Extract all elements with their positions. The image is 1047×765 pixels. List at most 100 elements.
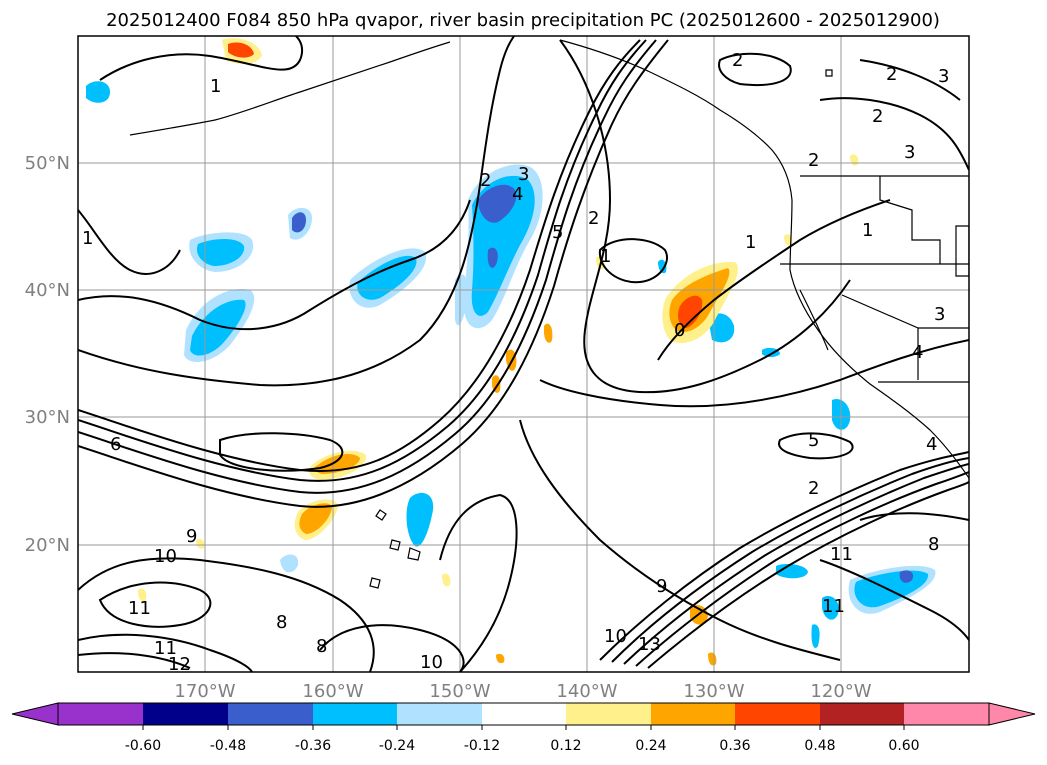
colorbar-tick-label: 0.24 (635, 738, 666, 754)
contour-label: 2 (872, 106, 883, 127)
colorbar-tick-label: -0.36 (295, 738, 331, 754)
contour-label: 0 (674, 320, 685, 341)
contour-label: 8 (928, 534, 939, 555)
lon-label-150w: 150°W (429, 681, 490, 702)
colorbar-tick-label: -0.12 (464, 738, 500, 754)
contour-label: 11 (128, 598, 151, 619)
lat-label-30n: 30°N (25, 407, 70, 428)
colorbar: -0.60 -0.48 -0.36 -0.24 -0.12 0.12 0.24 … (11, 702, 1036, 754)
contour-label: 1 (745, 232, 756, 253)
shade-orange-w14 (138, 588, 147, 602)
colorbar-frame (57, 702, 990, 726)
contour-label: 8 (316, 636, 327, 657)
contour-label: 3 (938, 66, 949, 87)
contour-label: 5 (552, 222, 563, 243)
colorbar-ticks (142, 725, 905, 730)
contour-label: 3 (934, 304, 945, 325)
shade-red-e2 (228, 42, 254, 58)
colorbar-tick-label: -0.60 (125, 738, 161, 754)
shade-blue-e6 (811, 624, 820, 648)
map-frame (77, 35, 970, 673)
lon-label-160w: 160°W (302, 681, 363, 702)
shade-blue-e5 (822, 595, 839, 620)
colorbar-tick-label: -0.24 (379, 738, 415, 754)
shade-blue-w6 (406, 492, 434, 547)
colorbar-bin (735, 703, 820, 725)
contour-label: 2 (886, 64, 897, 85)
contour-label: 13 (638, 634, 661, 655)
contour-label: 10 (604, 626, 627, 647)
colorbar-bin (482, 703, 566, 725)
contour-label: 12 (168, 654, 191, 675)
qvapor-contours (78, 36, 969, 672)
contour-label: 11 (822, 596, 845, 617)
contour-label: 11 (830, 544, 853, 565)
colorbar-bin (58, 703, 143, 725)
contour-label: 9 (656, 576, 667, 597)
colorbar-tick-label: -0.48 (210, 738, 246, 754)
contour-label: 1 (600, 246, 611, 267)
shade-blue-e8 (658, 259, 667, 274)
shade-orange-w9 (496, 653, 505, 664)
map-background (78, 36, 969, 672)
shade-red-e1 (678, 295, 703, 328)
colorbar-over-arrow (988, 702, 1036, 726)
map-area: 1 2 2 3 4 5 2 1 1 2 2 2 3 3 1 1 0 4 3 5 (77, 35, 970, 675)
contour-label: 2 (808, 478, 819, 499)
contour-label: 2 (808, 150, 819, 171)
colorbar-bin (313, 703, 397, 725)
contour-label: 1 (82, 228, 93, 249)
lon-label-140w: 140°W (556, 681, 617, 702)
shade-orange-w2b (299, 503, 332, 534)
colorbar-bin (228, 703, 313, 725)
coastlines (129, 39, 969, 589)
colorbar-bin (566, 703, 651, 725)
shade-orange-w13 (442, 573, 451, 587)
shade-blue-w5 (86, 81, 110, 103)
lat-label-20n: 20°N (25, 535, 70, 556)
shade-blue-dark-2 (487, 247, 498, 268)
contour-label: 3 (518, 164, 529, 185)
lat-label-40n: 40°N (25, 280, 70, 301)
shade-orange-w5 (544, 323, 553, 343)
lon-label-170w: 170°W (174, 681, 235, 702)
contour-label: 1 (862, 220, 873, 241)
lon-label-130w: 130°W (683, 681, 744, 702)
colorbar-tick-label: 0.12 (550, 738, 581, 754)
shade-blue-w2b (190, 299, 246, 356)
contour-label: 10 (420, 652, 443, 673)
shade-blue-e3c (899, 570, 914, 583)
contour-label: 1 (210, 76, 221, 97)
contour-label: 5 (808, 430, 819, 451)
colorbar-bin (904, 703, 989, 725)
map-title: 2025012400 F084 850 hPa qvapor, river ba… (106, 10, 940, 31)
colorbar-bin (397, 703, 482, 725)
longitude-labels: 170°W 160°W 150°W 140°W 130°W 120°W (174, 681, 871, 702)
shade-orange-w12 (196, 538, 205, 549)
shade-blue-w4b (292, 212, 306, 233)
contour-label: 9 (186, 526, 197, 547)
colorbar-tick-label: 0.36 (719, 738, 750, 754)
contour-label: 4 (912, 342, 923, 363)
shade-blue-w8 (455, 274, 469, 326)
latitude-labels: 50°N 40°N 30°N 20°N (25, 153, 70, 556)
colorbar-tick-label: 0.60 (888, 738, 919, 754)
shade-orange-w1b (314, 454, 360, 474)
contour-label: 2 (480, 170, 491, 191)
contour-label: 2 (732, 50, 743, 71)
lon-label-120w: 120°W (810, 681, 871, 702)
contour-label: 10 (154, 546, 177, 567)
contour-label: 11 (154, 638, 177, 659)
shade-blue-w7 (280, 554, 299, 573)
contour-label: 4 (926, 434, 937, 455)
shade-blue-w1b (196, 239, 245, 266)
colorbar-tick-label: 0.48 (804, 738, 835, 754)
contour-label: 2 (588, 208, 599, 229)
colorbar-bin (820, 703, 904, 725)
contour-labels: 1 2 2 3 4 5 2 1 1 2 2 2 3 3 1 1 0 4 3 5 (82, 50, 949, 675)
shade-blue-e7 (762, 347, 780, 357)
shade-blue-w3b (357, 255, 417, 300)
colorbar-under-arrow (11, 702, 59, 726)
colorbar-bin (143, 703, 228, 725)
